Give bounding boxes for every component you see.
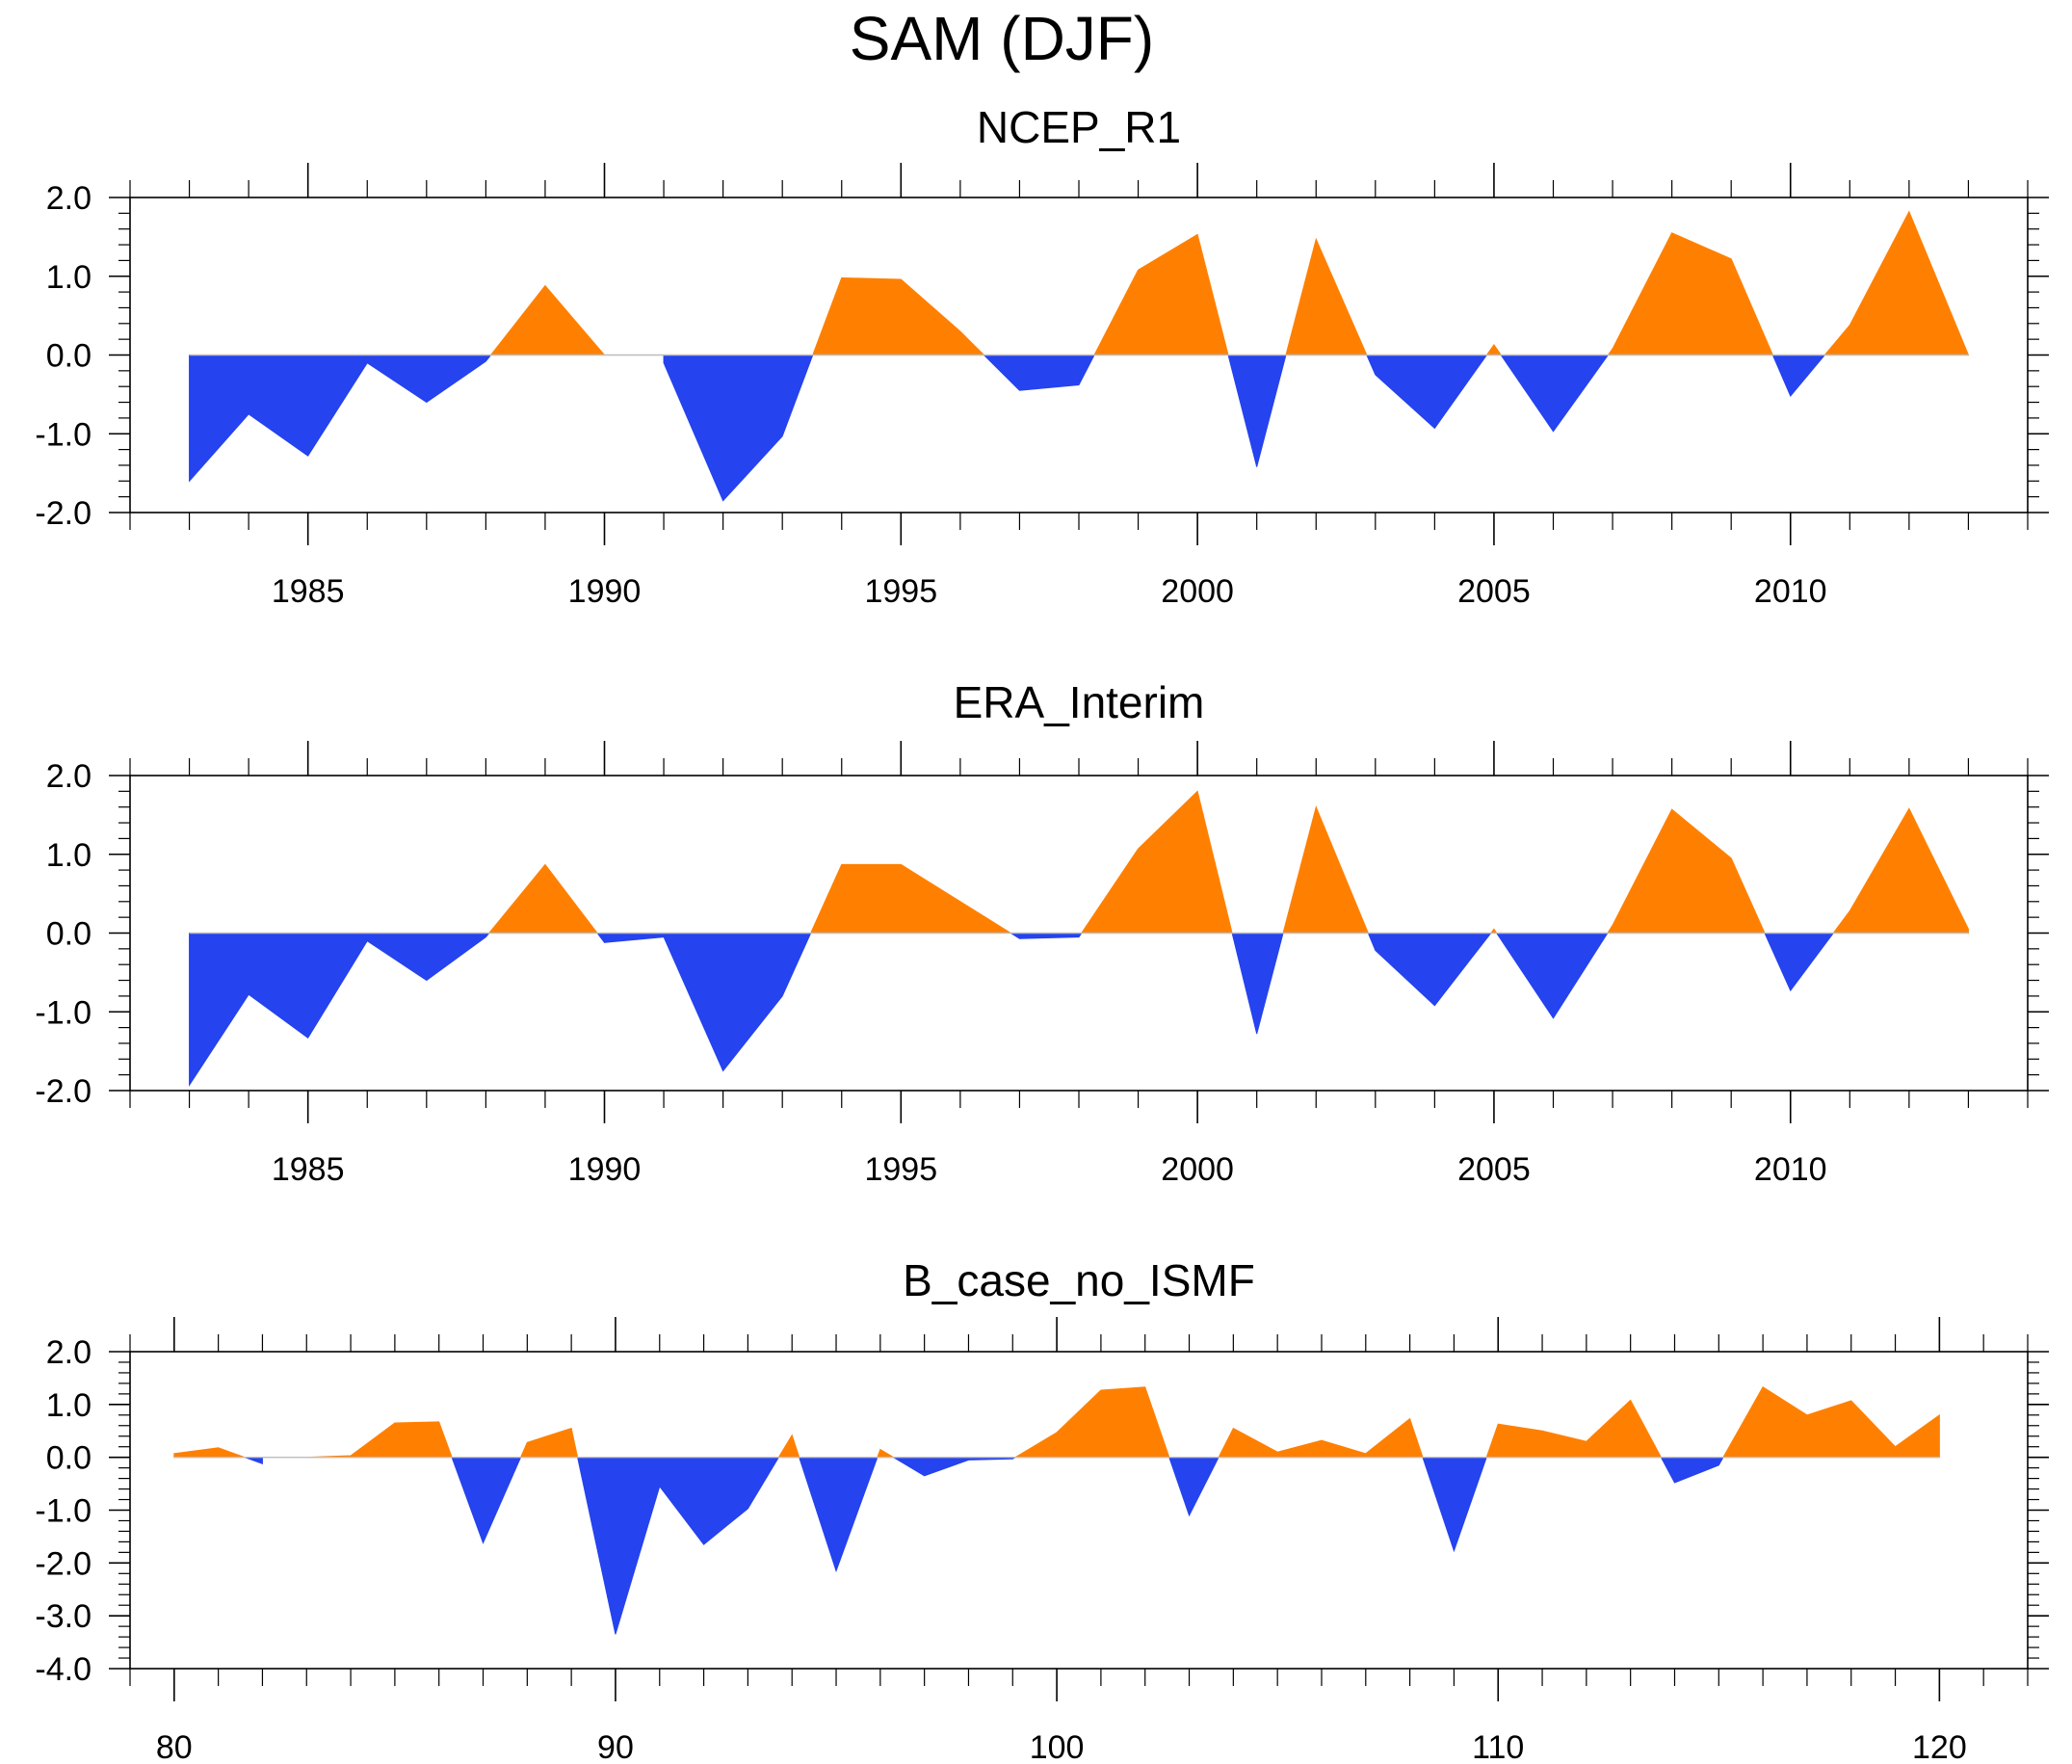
x-tick-label: 110 — [1472, 1729, 1524, 1764]
x-tick-label: 1985 — [272, 1151, 345, 1188]
figure-title: SAM (DJF) — [850, 4, 1154, 73]
y-tick-label: -2.0 — [35, 495, 92, 532]
positive-area-14 — [1823, 210, 1970, 355]
negative-area-11 — [1500, 355, 1610, 433]
positive-area-6 — [1093, 233, 1229, 355]
x-tick-label: 80 — [156, 1729, 193, 1764]
positive-area-12 — [1606, 808, 1766, 934]
x-tick-label: 2005 — [1457, 573, 1531, 610]
x-tick-label: 1995 — [864, 573, 937, 610]
negative-area-11 — [1495, 933, 1609, 1019]
negative-area-10 — [891, 1457, 1017, 1477]
y-tick-label: -1.0 — [35, 1493, 92, 1530]
x-tick-label: 1990 — [568, 573, 642, 610]
x-tick-label: 120 — [1912, 1729, 1967, 1764]
negative-area-12 — [1168, 1457, 1220, 1517]
positive-area-4 — [809, 863, 1013, 934]
positive-area-13 — [1218, 1417, 1424, 1459]
y-tick-label: -4.0 — [35, 1651, 92, 1688]
positive-area-2 — [487, 863, 599, 934]
negative-area-13 — [1764, 933, 1835, 992]
chart-panels: NCEP_R1 -2.0 -1.0 0.0 1.0 2.0 1985 1990 1995 2000… — [35, 102, 2049, 1764]
negative-area-1 — [189, 933, 490, 1087]
y-tick-label: 1.0 — [46, 259, 92, 296]
panel-title: ERA_Interim — [954, 677, 1205, 727]
x-tick-label: 90 — [597, 1729, 634, 1764]
positive-area-15 — [1485, 1399, 1663, 1459]
negative-area-16 — [1660, 1457, 1724, 1484]
x-tick-label: 2010 — [1754, 1151, 1827, 1188]
y-tick-label: 0.0 — [46, 916, 92, 953]
negative-area-4 — [451, 1457, 522, 1544]
x-tick-label: 1995 — [864, 1151, 937, 1188]
chart-panel-1: NCEP_R1 -2.0 -1.0 0.0 1.0 2.0 1985 1990 1995 2000… — [35, 102, 2049, 610]
positive-area-7 — [777, 1434, 800, 1459]
y-tick-label: 1.0 — [46, 1387, 92, 1424]
y-tick-label: -2.0 — [35, 1545, 92, 1582]
positive-area-14 — [1832, 807, 1969, 934]
positive-area-6 — [1080, 790, 1233, 934]
negative-area-9 — [1367, 933, 1492, 1007]
negative-area-1 — [189, 355, 492, 483]
y-tick-label: 2.0 — [46, 1334, 92, 1371]
y-tick-label: 1.0 — [46, 837, 92, 874]
y-tick-label: -2.0 — [35, 1073, 92, 1110]
panel-title: B_case_no_ISMF — [903, 1255, 1255, 1305]
y-tick-label: -1.0 — [35, 416, 92, 453]
x-tick-label: 100 — [1030, 1729, 1085, 1764]
y-tick-label: -3.0 — [35, 1598, 92, 1635]
positive-area-9 — [877, 1448, 896, 1459]
positive-area-3 — [306, 1421, 453, 1459]
x-tick-label: 2005 — [1457, 1151, 1531, 1188]
y-tick-label: 0.0 — [46, 338, 92, 375]
negative-area-3 — [596, 933, 812, 1072]
negative-area-7 — [1231, 933, 1284, 1035]
positive-area-8 — [1285, 237, 1368, 355]
negative-area-13 — [1771, 355, 1826, 397]
positive-area-1 — [173, 1447, 246, 1459]
y-tick-label: 2.0 — [46, 180, 92, 217]
x-tick-label: 1990 — [568, 1151, 642, 1188]
negative-area-14 — [1422, 1457, 1487, 1553]
positive-area-4 — [812, 276, 985, 355]
x-tick-label: 1985 — [272, 573, 345, 610]
negative-area-2 — [244, 1457, 263, 1464]
x-tick-label: 2000 — [1161, 1151, 1234, 1188]
positive-area-2 — [489, 284, 606, 355]
y-tick-label: -1.0 — [35, 994, 92, 1031]
y-tick-label: 0.0 — [46, 1440, 92, 1477]
positive-area-8 — [1282, 805, 1370, 934]
positive-area-17 — [1722, 1386, 1940, 1459]
positive-area-5 — [519, 1427, 579, 1459]
positive-area-12 — [1607, 232, 1774, 355]
negative-area-8 — [799, 1457, 879, 1573]
negative-area-6 — [576, 1457, 780, 1635]
chart-panel-3: B_case_no_ISMF -4.0 -3.0 -2.0 -1.0 0.0 1.0 2.0 8… — [35, 1255, 2049, 1764]
y-tick-label: 2.0 — [46, 758, 92, 795]
chart-panel-2: ERA_Interim -2.0 -1.0 0.0 1.0 2.0 1985 1990 1995… — [35, 677, 2049, 1188]
panel-title: NCEP_R1 — [977, 102, 1181, 152]
negative-area-5 — [983, 355, 1095, 391]
negative-area-3 — [663, 355, 814, 502]
negative-area-7 — [1227, 355, 1287, 467]
positive-area-10 — [1485, 343, 1503, 355]
x-tick-label: 2000 — [1161, 573, 1234, 610]
negative-area-5 — [1009, 933, 1083, 939]
plot-frame — [129, 1351, 2029, 1670]
positive-area-11 — [1013, 1386, 1170, 1459]
x-tick-label: 2010 — [1754, 573, 1827, 610]
negative-area-9 — [1366, 355, 1488, 430]
